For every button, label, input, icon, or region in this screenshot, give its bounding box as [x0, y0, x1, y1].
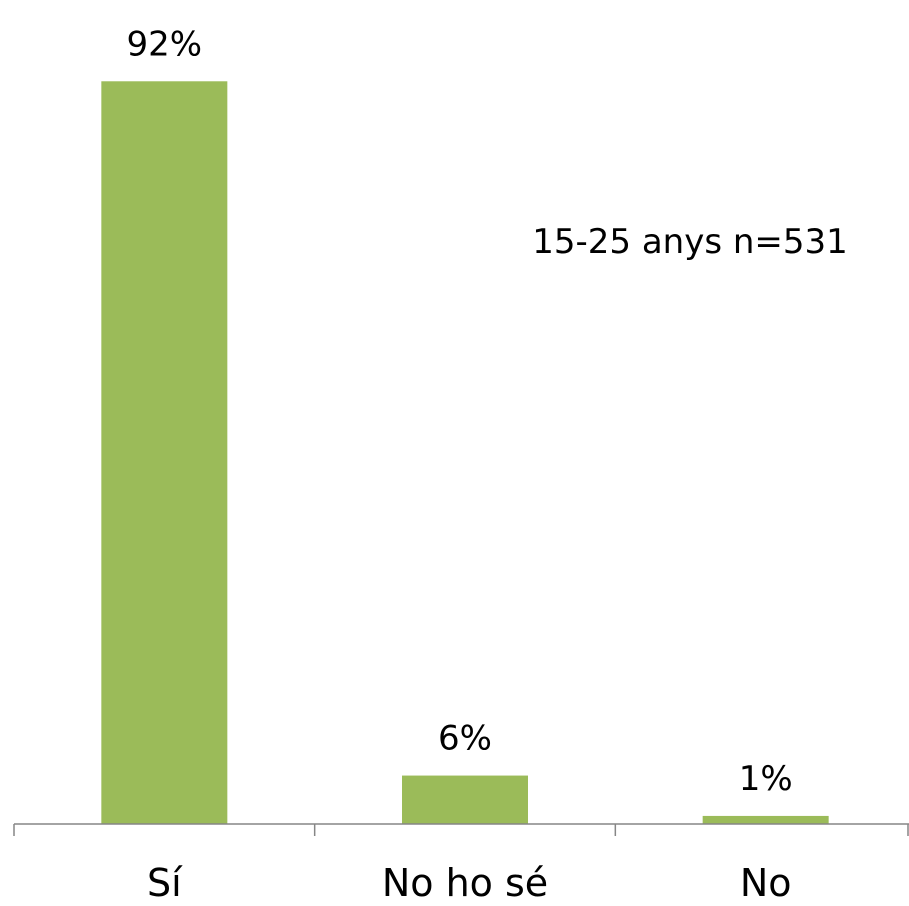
- value-labels-group: 92% 6% 1%: [127, 24, 793, 799]
- bar-si: [101, 81, 228, 824]
- category-label-no-ho-se: No ho sé: [382, 861, 548, 905]
- x-axis: [13, 823, 909, 836]
- category-label-si: Sí: [147, 861, 183, 905]
- bars-group: [101, 81, 829, 824]
- value-label-no-ho-se: 6%: [438, 719, 492, 759]
- value-label-no: 1%: [739, 759, 793, 799]
- value-label-si: 92%: [127, 24, 203, 64]
- category-label-no: No: [740, 861, 792, 905]
- tick-labels-group: Sí No ho sé No: [147, 861, 792, 905]
- sample-annotation: 15-25 anys n=531: [532, 222, 848, 262]
- bar-no: [702, 815, 829, 824]
- bar-no-ho-se: [402, 775, 528, 824]
